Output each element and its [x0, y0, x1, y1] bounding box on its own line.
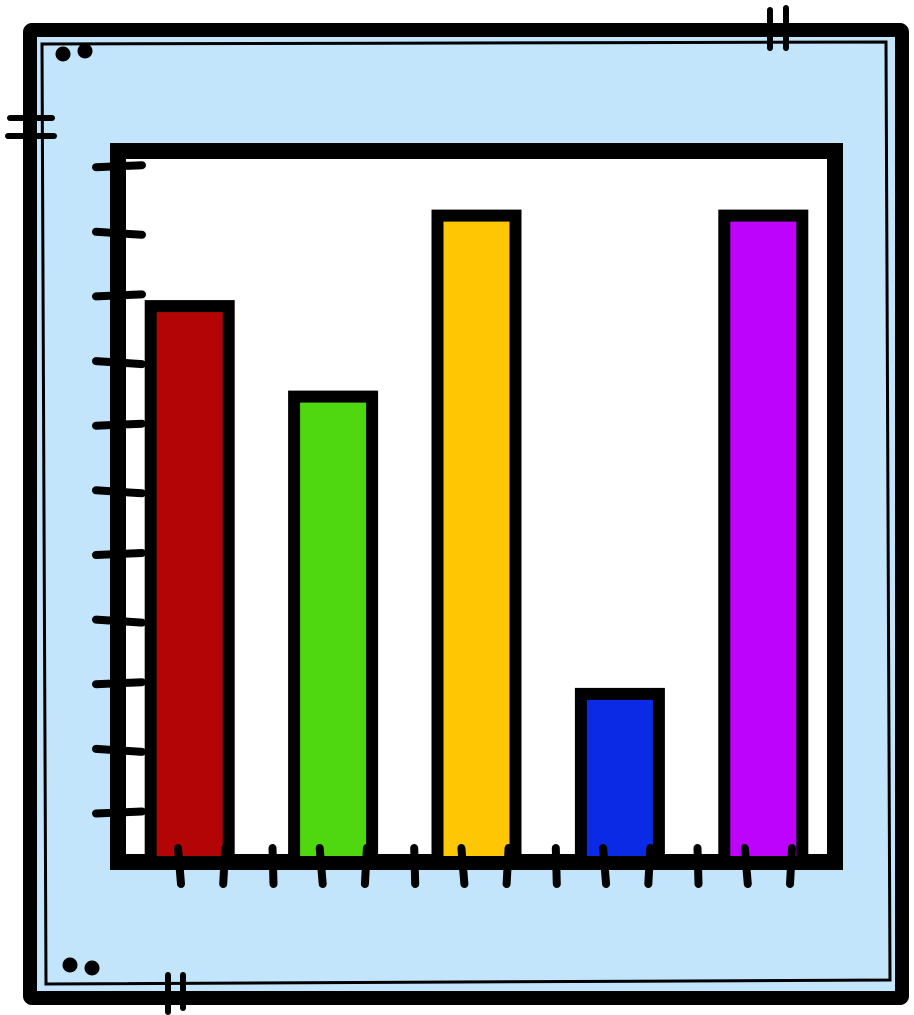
- x-tick: [502, 844, 513, 888]
- y-tick: [92, 744, 146, 756]
- x-tick: [268, 844, 278, 888]
- x-tick: [740, 844, 752, 888]
- y-tick: [92, 807, 146, 818]
- y-tick: [92, 419, 146, 430]
- x-axis-ticks: [174, 844, 796, 888]
- y-tick: [92, 486, 146, 498]
- bar: [144, 300, 235, 869]
- x-tick: [693, 844, 703, 888]
- doodle-dot: [55, 46, 71, 62]
- x-tick: [315, 844, 327, 888]
- x-tick: [786, 844, 796, 888]
- y-tick: [92, 357, 146, 369]
- y-tick: [92, 549, 146, 559]
- y-tick: [92, 678, 146, 689]
- bar: [718, 209, 809, 869]
- doodle-dot: [62, 957, 78, 973]
- y-tick: [92, 161, 146, 172]
- x-tick: [219, 844, 230, 888]
- bar: [574, 687, 665, 869]
- doodle-dot: [84, 960, 100, 976]
- x-tick: [360, 844, 371, 888]
- y-tick: [92, 227, 146, 239]
- x-tick: [410, 844, 420, 888]
- bars: [144, 209, 809, 869]
- x-tick: [644, 844, 655, 888]
- x-tick: [551, 844, 561, 888]
- doodle-dot: [77, 43, 93, 59]
- bar: [288, 390, 379, 868]
- y-tick: [92, 290, 146, 301]
- y-axis-ticks: [92, 161, 146, 818]
- bar: [431, 209, 522, 869]
- x-tick: [457, 844, 469, 888]
- x-tick: [174, 844, 185, 888]
- y-tick: [92, 615, 146, 627]
- x-tick: [599, 844, 611, 888]
- frame-sketch-line: [40, 40, 892, 986]
